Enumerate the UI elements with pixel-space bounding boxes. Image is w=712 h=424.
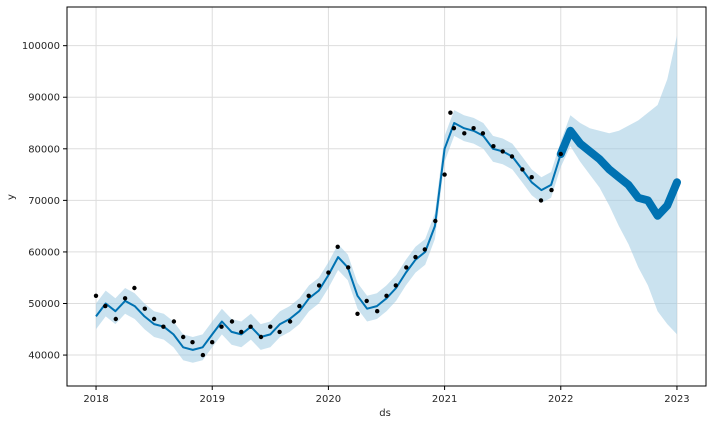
y-tick-label: 40000 — [28, 351, 60, 362]
observed-point — [500, 149, 505, 154]
y-tick-label: 100000 — [22, 41, 60, 52]
observed-point — [268, 324, 273, 329]
observed-point — [122, 296, 128, 301]
y-tick-label: 50000 — [28, 299, 60, 310]
observed-point — [462, 131, 467, 136]
observed-point — [229, 319, 235, 324]
observed-point — [404, 265, 409, 270]
y-tick-label: 90000 — [28, 93, 60, 104]
observed-point — [132, 285, 137, 291]
observed-point — [335, 244, 340, 249]
observed-point — [171, 319, 177, 324]
observed-point — [142, 306, 147, 311]
observed-point — [200, 352, 206, 358]
y-axis-label: y — [6, 194, 17, 200]
observed-point — [248, 324, 253, 329]
forecast-line-future — [556, 126, 681, 220]
observed-point — [355, 311, 360, 316]
observed-point — [375, 309, 380, 314]
observed-point — [509, 154, 515, 159]
observed-point — [190, 340, 195, 345]
x-tick-label: 2021 — [432, 394, 457, 405]
observed-point — [93, 293, 99, 298]
observed-point — [297, 303, 302, 309]
observed-point — [471, 126, 476, 131]
observed-point — [448, 110, 453, 115]
plot-frame — [66, 6, 707, 387]
observed-point — [364, 298, 369, 304]
observed-point — [210, 340, 215, 345]
observed-point — [239, 329, 244, 335]
x-tick-label: 2023 — [664, 394, 689, 405]
observed-point — [346, 265, 351, 270]
observed-point — [538, 198, 544, 203]
observed-point — [384, 293, 389, 298]
observed-point — [306, 293, 311, 298]
observed-point — [549, 187, 554, 193]
observed-point — [422, 247, 427, 252]
observed-point — [161, 324, 166, 329]
x-axis-label: ds — [379, 408, 391, 419]
observed-point — [326, 270, 331, 275]
observed-point — [520, 167, 525, 172]
observed-point — [103, 303, 108, 309]
observed-point — [558, 151, 563, 157]
forecast-line-group — [95, 122, 681, 351]
observed-point — [258, 334, 264, 340]
observed-point — [480, 131, 486, 136]
observed-point — [491, 144, 496, 149]
observed-point — [113, 316, 119, 322]
observed-point — [393, 283, 398, 288]
observed-point — [151, 316, 157, 322]
y-tick-label: 70000 — [28, 196, 60, 207]
x-tick-label: 2022 — [548, 394, 573, 405]
observed-point — [451, 126, 457, 131]
x-tick-label: 2018 — [83, 394, 108, 405]
y-tick-label: 60000 — [28, 247, 60, 258]
observed-point — [316, 283, 322, 288]
x-tick-label: 2019 — [200, 394, 225, 405]
observed-point — [529, 175, 534, 180]
x-axis-ticks: 2018 2019 2020 2021 2022 2023 — [83, 386, 690, 405]
observed-points-group — [93, 110, 563, 358]
observed-point — [181, 334, 186, 340]
observed-point — [413, 254, 418, 260]
observed-point — [433, 218, 438, 224]
x-tick-label: 2020 — [316, 394, 341, 405]
y-axis-ticks: 40000 50000 60000 70000 80000 90000 100000 — [22, 41, 67, 362]
y-tick-label: 80000 — [28, 144, 60, 155]
observed-point — [277, 329, 282, 335]
observed-point — [442, 172, 447, 177]
observed-point — [219, 324, 224, 329]
observed-point — [287, 319, 293, 324]
